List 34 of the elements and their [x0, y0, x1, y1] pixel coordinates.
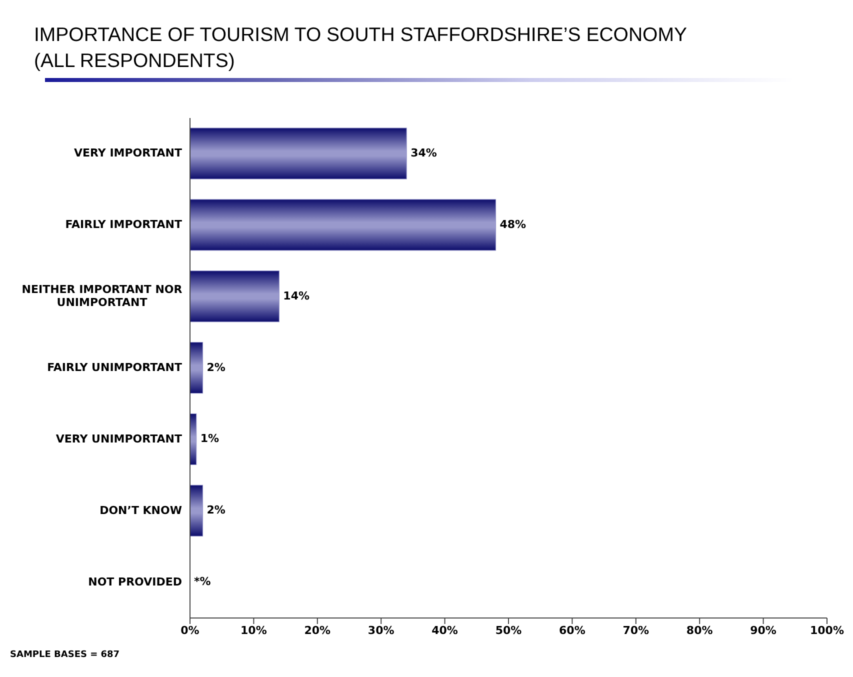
bar	[190, 413, 197, 466]
x-tick-label: 10%	[240, 624, 267, 637]
data-label: 2%	[206, 360, 226, 374]
x-tick-label: 90%	[750, 624, 776, 637]
data-label: 2%	[206, 504, 226, 517]
data-label: 1%	[200, 432, 220, 446]
data-label: *%	[194, 575, 211, 588]
x-tick-label: 60%	[559, 624, 586, 637]
chart-subtitle: (ALL RESPONDENTS)	[34, 49, 236, 74]
chart-title: IMPORTANCE OF TOURISM TO SOUTH STAFFORDSHIRE’S ECONOMY	[34, 23, 687, 48]
y-tick-label: VERY UNIMPORTANT	[56, 432, 182, 446]
y-tick-label: NOT PROVIDED	[88, 575, 182, 588]
y-tick-label: FAIRLY IMPORTANT	[65, 218, 182, 232]
bar	[190, 484, 204, 536]
y-tick-label: VERY IMPORTANT	[74, 146, 182, 160]
x-tick-label: 70%	[622, 624, 650, 637]
data-label: 14%	[283, 289, 310, 302]
x-tick-label: 20%	[304, 624, 331, 637]
data-label: 48%	[500, 218, 526, 231]
x-tick-label: 0%	[180, 624, 200, 637]
text: SAMPLE BASES = 687	[10, 650, 120, 660]
y-tick-label: NEITHER IMPORTANT NOR UNIMPORTANT	[22, 283, 183, 310]
x-tick-label: 40%	[432, 624, 458, 637]
bar	[190, 342, 204, 394]
x-tick-label: 80%	[686, 624, 713, 637]
bar	[190, 199, 496, 251]
y-tick-label: DON’T KNOW	[100, 504, 182, 517]
bar	[190, 270, 280, 322]
x-tick-label: 30%	[368, 624, 394, 637]
bar	[190, 128, 407, 180]
x-tick-label: 100%	[810, 624, 844, 637]
y-tick-label: FAIRLY UNIMPORTANT	[47, 361, 182, 374]
x-tick-label: 50%	[495, 624, 522, 637]
data-label: 34%	[410, 146, 437, 160]
